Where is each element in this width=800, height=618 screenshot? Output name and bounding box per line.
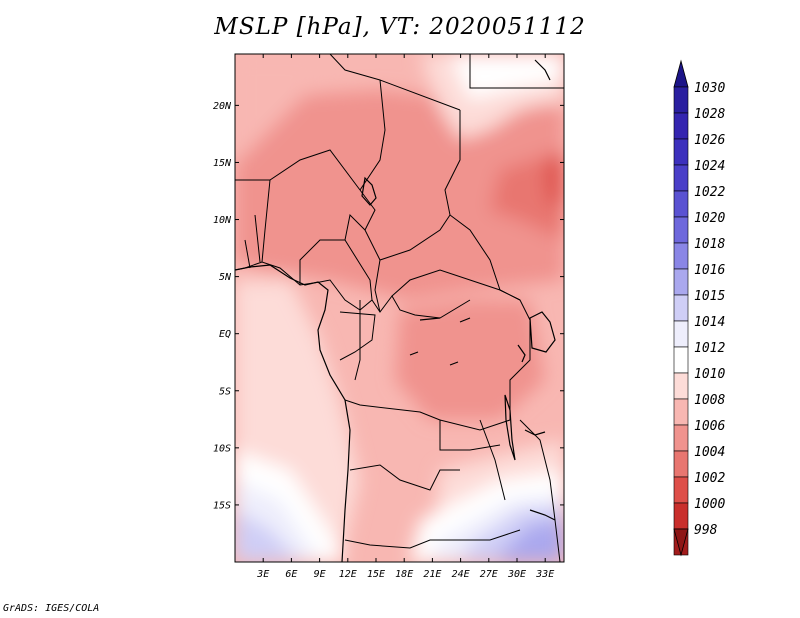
colorbar-label: 1016 <box>694 263 725 278</box>
lat-tick-label: 15S <box>213 500 231 511</box>
colorbar-label: 1015 <box>694 289 725 304</box>
colorbar-label: 1006 <box>694 419 725 434</box>
colorbar-label: 1026 <box>694 133 725 148</box>
colorbar-label: 1010 <box>694 367 725 382</box>
colorbar-swatch <box>673 294 689 322</box>
colorbar-swatch <box>673 346 689 374</box>
lon-tick-label: 18E <box>395 569 413 580</box>
grads-credit: GrADS: IGES/COLA <box>3 603 100 614</box>
colorbar-swatch <box>673 320 689 348</box>
lat-tick-label: 10S <box>213 443 231 454</box>
colorbar-label: 1014 <box>694 315 725 330</box>
lon-tick-label: 9E <box>314 569 326 580</box>
lon-tick-label: 3E <box>256 569 269 580</box>
colorbar-label: 1030 <box>694 81 725 96</box>
colorbar-swatch <box>673 424 689 452</box>
colorbar-swatch <box>673 138 689 166</box>
lon-tick-label: 15E <box>367 569 385 580</box>
colorbar-swatch <box>673 164 689 192</box>
colorbar-label: 1018 <box>694 237 725 252</box>
colorbar-swatch <box>673 476 689 504</box>
lon-tick-label: 24E <box>452 569 470 580</box>
colorbar-swatch <box>673 190 689 218</box>
colorbar-label: 1002 <box>694 471 725 486</box>
colorbar-label: 1020 <box>694 211 725 226</box>
colorbar-swatch <box>673 86 689 114</box>
field-1008-northwest <box>235 54 330 160</box>
colorbar-swatch <box>673 112 689 140</box>
colorbar-label: 1012 <box>694 341 725 356</box>
lon-tick-label: 6E <box>285 569 297 580</box>
lat-tick-label: 5S <box>219 386 231 397</box>
colorbar-label: 1022 <box>694 185 725 200</box>
colorbar-label: 998 <box>694 523 718 538</box>
colorbar-swatch <box>673 242 689 270</box>
field-1004-core <box>545 150 564 210</box>
lat-tick-label: 5N <box>219 272 232 283</box>
lat-tick-label: 20N <box>213 101 232 112</box>
colorbar-label: 1008 <box>694 393 725 408</box>
lat-tick-label: EQ <box>219 329 231 340</box>
colorbar-label: 1028 <box>694 107 725 122</box>
lon-tick-label: 21E <box>423 569 441 580</box>
field-1004-east <box>490 150 564 240</box>
lon-tick-label: 33E <box>535 569 554 580</box>
colorbar-swatch <box>673 216 689 244</box>
colorbar-top-arrow <box>673 59 689 88</box>
colorbar-swatch <box>673 268 689 296</box>
longitude-axis: 3E 6E 9E 12E 15E 18E 21E 24E 27E 30E 33E <box>256 54 554 580</box>
coastlines <box>235 59 556 562</box>
colorbar-swatch <box>673 450 689 478</box>
field-1006-center <box>395 300 545 420</box>
map-title: MSLP [hPa], VT: 2020051112 <box>214 14 586 40</box>
colorbar-label: 1024 <box>694 159 725 174</box>
lon-tick-label: 27E <box>480 569 498 580</box>
colorbar: 1030 1028 1026 1024 1022 1020 1018 1016 1015 1014… <box>673 59 725 557</box>
colorbar-bottom-arrow <box>673 528 689 557</box>
lon-tick-label: 12E <box>339 569 357 580</box>
map-frame <box>234 53 565 563</box>
colorbar-swatch <box>673 372 689 400</box>
field-1018-southeast <box>495 520 564 562</box>
pressure-field <box>235 54 564 562</box>
lat-tick-label: 15N <box>213 158 232 169</box>
field-1016-southwest <box>235 510 300 562</box>
colorbar-label: 1000 <box>694 497 725 512</box>
colorbar-swatch <box>673 398 689 426</box>
lat-tick-label: 10N <box>213 215 232 226</box>
latitude-axis: 20N 15N 10N 5N EQ 5S 10S 15S <box>213 101 564 511</box>
colorbar-swatch <box>673 502 689 530</box>
colorbar-label: 1004 <box>694 445 725 460</box>
lon-tick-label: 30E <box>507 569 526 580</box>
